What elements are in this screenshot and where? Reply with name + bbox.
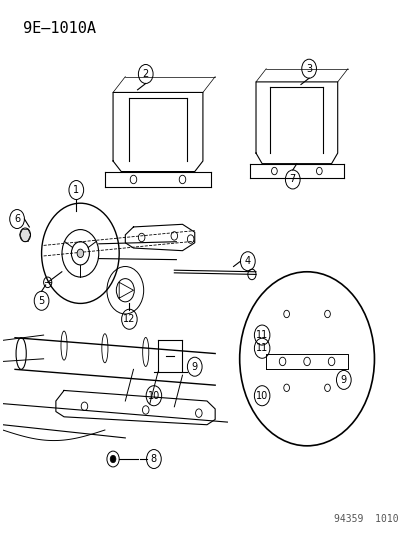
Circle shape <box>20 228 31 241</box>
Text: 94359  1010: 94359 1010 <box>334 514 398 524</box>
Text: 6: 6 <box>14 214 20 224</box>
Text: 5: 5 <box>38 296 45 306</box>
Text: 10: 10 <box>147 391 160 401</box>
Text: 11: 11 <box>255 343 268 353</box>
Text: 9: 9 <box>340 375 346 385</box>
Text: 10: 10 <box>255 391 268 401</box>
Text: 9: 9 <box>191 362 197 372</box>
Text: 2: 2 <box>142 69 149 79</box>
Circle shape <box>77 249 83 257</box>
Text: 8: 8 <box>150 454 157 464</box>
Text: 12: 12 <box>123 314 135 324</box>
Text: 1: 1 <box>73 185 79 195</box>
Text: 7: 7 <box>289 174 295 184</box>
Text: 11: 11 <box>255 330 268 340</box>
Text: 4: 4 <box>244 256 250 266</box>
Text: 9E–1010A: 9E–1010A <box>23 21 96 36</box>
Circle shape <box>239 272 373 446</box>
Text: 3: 3 <box>305 64 311 74</box>
Circle shape <box>110 455 116 463</box>
